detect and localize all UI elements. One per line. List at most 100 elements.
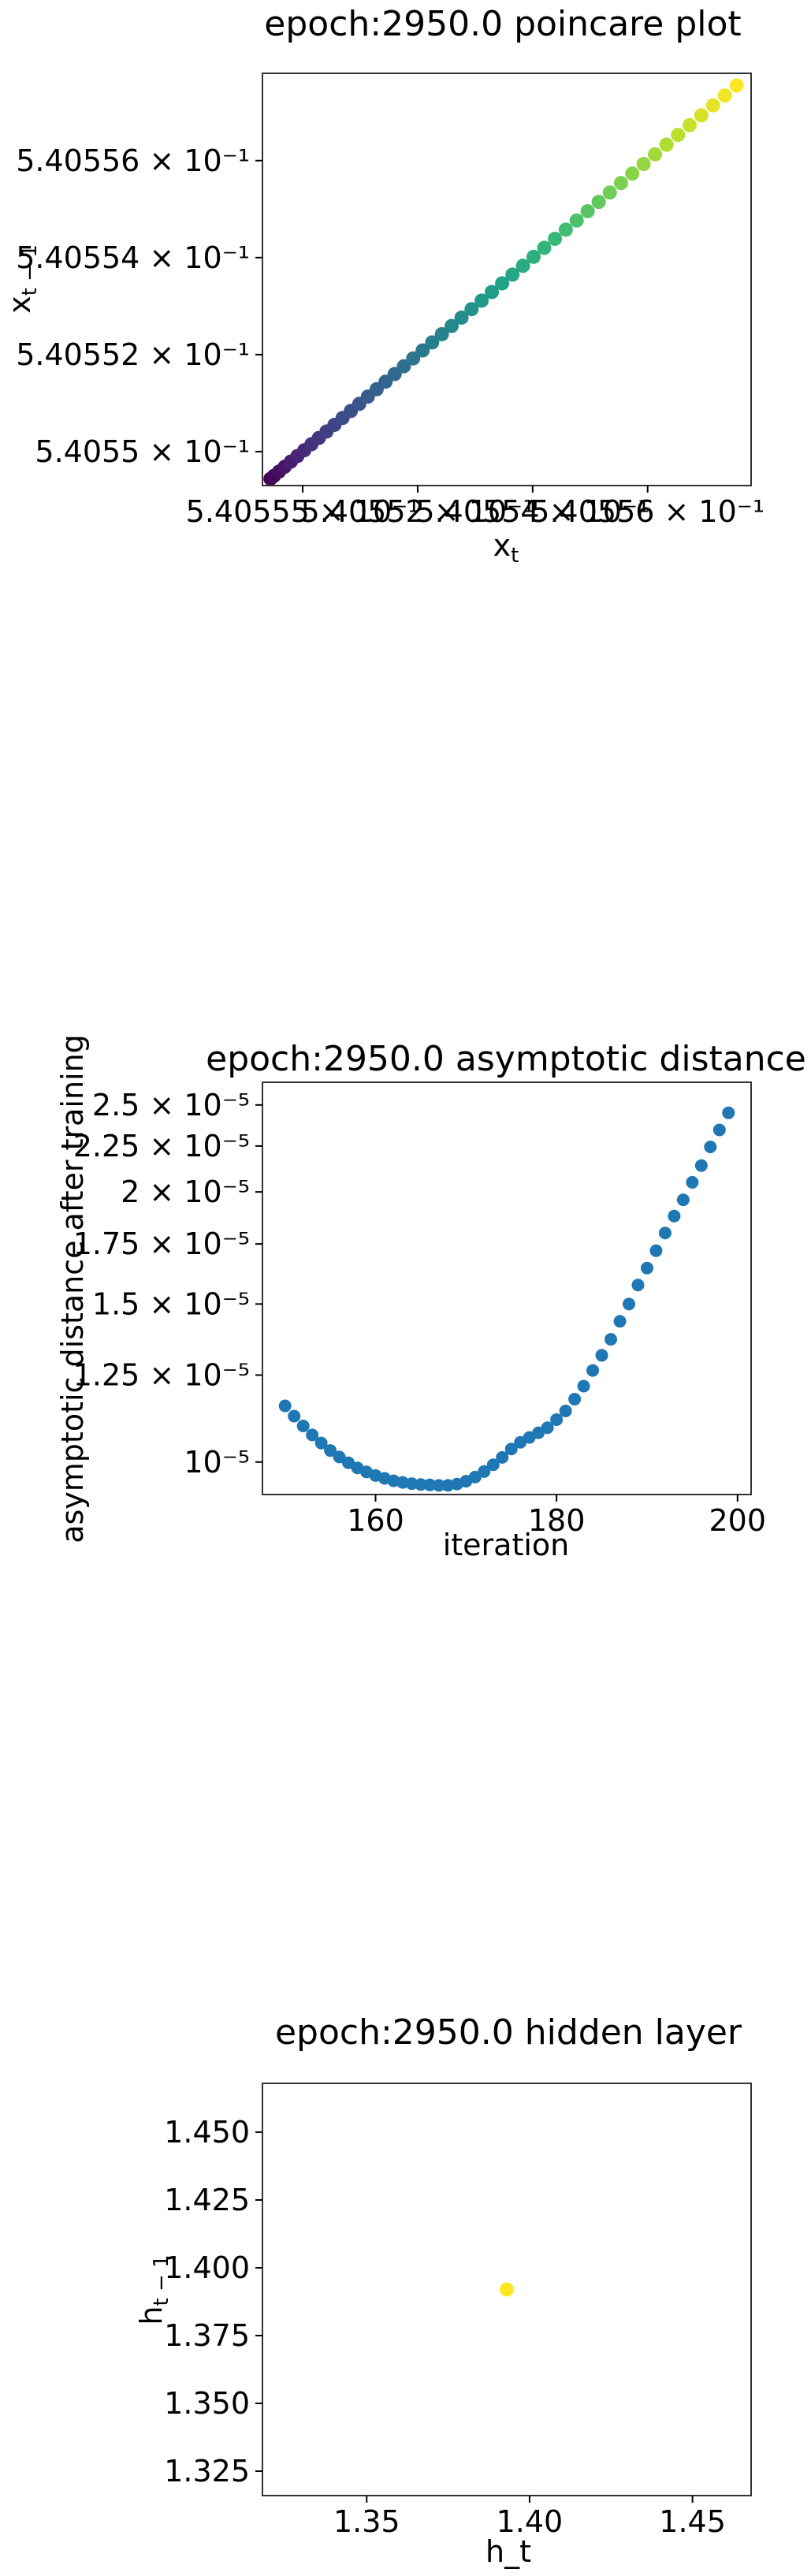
- asymptotic-point: [605, 1333, 618, 1346]
- asymptotic-point: [333, 1450, 346, 1464]
- asymptotic-point: [550, 1413, 564, 1426]
- poincare-x-ticks: 5.40555 × 10⁻¹5.40552 × 10⁻¹5.40554 × 10…: [186, 486, 764, 529]
- poincare-point: [694, 108, 709, 123]
- poincare-x-tick-label: 5.40555 × 10⁻¹: [186, 494, 420, 529]
- asymptotic-point: [504, 1442, 518, 1456]
- hidden-layer-y-tick-label: 1.350: [164, 2386, 250, 2421]
- poincare-point: [515, 259, 530, 274]
- asymptotic-point: [306, 1428, 319, 1442]
- hidden-layer-y-tick-label: 1.375: [164, 2318, 250, 2353]
- poincare-point: [495, 276, 510, 291]
- asymptotic-point: [649, 1244, 663, 1257]
- asymptotic-point: [623, 1297, 635, 1311]
- poincare-plot-frame: [262, 73, 752, 486]
- poincare-point: [613, 176, 628, 191]
- asymptotic-y-axis-label: asymptotic distance after training: [55, 1034, 90, 1543]
- poincare-y-tick-label: 5.40556 × 10⁻¹: [16, 143, 250, 178]
- poincare-x-tick-label: 5.40554 × 10⁻¹: [415, 494, 649, 529]
- asymptotic-point: [586, 1364, 600, 1377]
- asymptotic-point: [640, 1261, 653, 1275]
- poincare-point: [558, 222, 573, 237]
- poincare-point: [445, 318, 459, 333]
- asymptotic-point: [676, 1193, 690, 1207]
- asymptotic-point: [496, 1450, 509, 1464]
- asymptotic-x-tick-label: 160: [347, 1503, 404, 1538]
- poincare-point: [671, 128, 686, 143]
- asymptotic-point: [478, 1465, 491, 1478]
- poincare-point: [705, 98, 720, 113]
- hidden-layer-plot-frame: [262, 2083, 752, 2496]
- asymptotic-x-axis-label: iteration: [443, 1528, 570, 1562]
- poincare-x-tick-label: 5.40556 × 10⁻¹: [530, 494, 764, 529]
- asymptotic-chart-title: epoch:2950.0 asymptotic distance: [206, 1039, 806, 1079]
- asymptotic-y-tick-label: 2 × 10⁻⁵: [121, 1174, 250, 1209]
- hidden-layer-chart: epoch:2950.0 hidden layer 1.35 1.40 1.45 1…: [134, 2012, 752, 2569]
- poincare-chart: epoch:2950.0 poincare plot 5.40555 × 10⁻…: [2, 4, 764, 568]
- asymptotic-point: [296, 1420, 310, 1433]
- hidden-layer-y-axis-label: ht − 1: [134, 2254, 173, 2325]
- poincare-y-tick-label: 5.4055 × 10⁻¹: [35, 434, 250, 469]
- poincare-point: [425, 335, 440, 350]
- poincare-point: [591, 195, 606, 210]
- asymptotic-point: [595, 1349, 608, 1362]
- poincare-point: [683, 117, 698, 132]
- asymptotic-point: [405, 1477, 419, 1491]
- asymptotic-point: [631, 1279, 645, 1292]
- asymptotic-point: [288, 1409, 301, 1423]
- hidden-layer-x-axis-label: h_t: [485, 2534, 531, 2569]
- asymptotic-x-tick-label: 180: [528, 1503, 586, 1538]
- hidden-layer-x-tick-label: 1.45: [659, 2504, 726, 2539]
- asymptotic-point: [686, 1175, 699, 1189]
- poincare-x-axis-label: xt: [493, 528, 519, 568]
- poincare-y-tick-label: 5.40552 × 10⁻¹: [16, 337, 250, 372]
- asymptotic-point: [668, 1209, 681, 1223]
- poincare-point: [454, 310, 469, 325]
- poincare-point: [569, 213, 584, 228]
- asymptotic-point: [704, 1140, 717, 1153]
- asymptotic-point: [613, 1315, 627, 1328]
- poincare-chart-title: epoch:2950.0 poincare plot: [264, 4, 741, 44]
- asymptotic-points: [278, 1106, 735, 1492]
- asymptotic-point: [314, 1436, 328, 1450]
- asymptotic-point: [559, 1405, 572, 1418]
- asymptotic-y-tick-label: 2.25 × 10⁻⁵: [73, 1129, 250, 1163]
- asymptotic-point: [432, 1479, 445, 1492]
- asymptotic-point: [468, 1470, 482, 1483]
- poincare-point: [729, 78, 744, 93]
- poincare-point: [537, 240, 552, 255]
- poincare-point: [415, 343, 430, 358]
- hidden-layer-y-tick-label: 1.450: [164, 2115, 250, 2150]
- poincare-y-axis-label: xt − 1: [2, 244, 42, 314]
- poincare-point: [625, 166, 640, 181]
- poincare-point: [474, 293, 489, 308]
- asymptotic-y-tick-label: 1.5 × 10⁻⁵: [92, 1286, 250, 1321]
- poincare-point: [464, 302, 479, 317]
- hidden-layer-x-tick-label: 1.40: [497, 2504, 564, 2539]
- hidden-layer-chart-title: epoch:2950.0 hidden layer: [275, 2012, 742, 2053]
- asymptotic-point: [423, 1478, 437, 1491]
- poincare-point: [396, 359, 411, 374]
- poincare-point: [526, 249, 541, 264]
- hidden-layer-y-ticks: 1.325 1.350 1.375 1.400 1.425 1.450: [164, 2115, 262, 2489]
- asymptotic-point: [568, 1393, 582, 1406]
- hidden-layer-y-tick-label: 1.425: [164, 2183, 250, 2217]
- asymptotic-x-tick-label: 200: [709, 1503, 767, 1538]
- asymptotic-y-ticks: 10⁻⁵ 1.25 × 10⁻⁵ 1.5 × 10⁻⁵ 1.75 × 10⁻⁵ 2 × …: [73, 1088, 262, 1480]
- poincare-point: [434, 326, 449, 341]
- poincare-y-ticks: 5.4055 × 10⁻¹ 5.40552 × 10⁻¹ 5.40554 × 10⁻…: [16, 143, 262, 469]
- poincare-point: [505, 267, 520, 282]
- asymptotic-point: [324, 1444, 337, 1457]
- asymptotic-point: [278, 1399, 292, 1413]
- poincare-point: [659, 137, 674, 152]
- hidden-layer-points: [500, 2282, 514, 2297]
- poincare-point: [548, 231, 563, 246]
- poincare-point: [717, 88, 732, 103]
- asymptotic-point: [658, 1227, 671, 1240]
- poincare-point: [602, 185, 617, 200]
- asymptotic-distance-chart: epoch:2950.0 asymptotic distance 160 180 2…: [55, 1034, 806, 1562]
- asymptotic-x-ticks: 160 180 200: [347, 1495, 766, 1538]
- asymptotic-point: [541, 1421, 554, 1435]
- hidden-layer-y-tick-label: 1.400: [164, 2250, 250, 2285]
- poincare-point: [406, 351, 421, 366]
